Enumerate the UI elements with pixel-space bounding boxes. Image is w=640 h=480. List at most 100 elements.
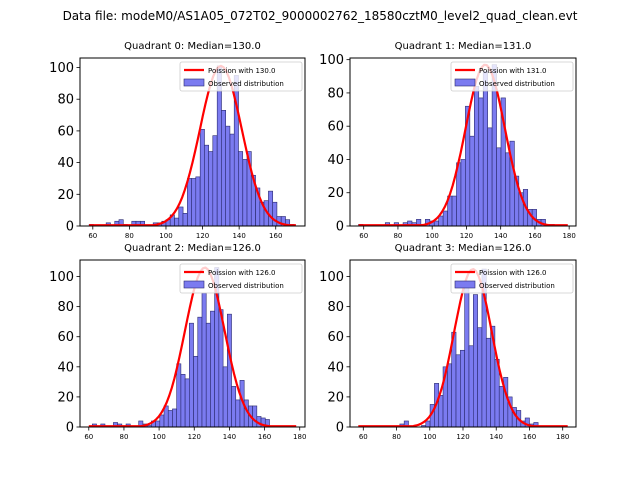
x-tick-label: 60 (359, 232, 368, 240)
axes-frame (79, 259, 306, 428)
legend-box (179, 263, 303, 294)
histogram-bar (238, 151, 244, 227)
panel-title: Quadrant 1: Median=131.0 (395, 41, 532, 52)
histogram-bar (460, 159, 466, 227)
histogram-bar (438, 395, 444, 428)
histogram-bar (189, 322, 194, 428)
histogram-bar (460, 349, 465, 428)
legend-bar-swatch (454, 280, 476, 289)
y-tick-label: 40 (57, 156, 74, 171)
quadrant-panel-0: Quadrant 0: Median=130.0 0 20 40 60 80 100 60 80… (49, 41, 306, 240)
histogram-bar (442, 210, 448, 227)
x-tick-label: 100 (159, 232, 172, 240)
legend-box (179, 61, 303, 92)
y-tick-label: 100 (319, 270, 344, 285)
y-tick-label: 0 (336, 220, 344, 235)
x-tick-label: 80 (125, 232, 134, 240)
x-tick-label: 100 (423, 433, 436, 441)
y-tick-label: 80 (327, 86, 344, 101)
legend-label-poisson: Poission with 130.0 (208, 67, 276, 75)
legend-bar-swatch (454, 78, 476, 87)
y-tick-label: 100 (319, 53, 344, 68)
histogram-bar (229, 133, 235, 227)
histogram-bar (455, 354, 461, 428)
histogram-bar (252, 405, 258, 428)
x-tick-label: 140 (494, 232, 507, 240)
x-tick-label: 120 (196, 232, 209, 240)
x-tick-label: 140 (490, 433, 503, 441)
histogram-bar (172, 408, 177, 428)
histogram-bar (178, 206, 184, 227)
histogram-bar (195, 176, 201, 227)
legend: Poission with 130.0 Observed distribution (179, 61, 303, 92)
histogram-bar (464, 282, 470, 428)
y-tick-label: 80 (327, 300, 344, 315)
x-tick-label: 60 (88, 232, 97, 240)
legend-bar-swatch (183, 280, 205, 289)
poisson-curve (88, 266, 297, 428)
y-tick-label: 40 (57, 360, 74, 375)
x-tick-label: 160 (269, 232, 282, 240)
histogram-bar (482, 71, 488, 227)
histogram-bar (477, 327, 483, 428)
legend-box (450, 263, 574, 294)
histogram-bar (155, 420, 161, 428)
histogram-bar (485, 337, 491, 428)
x-tick-label: 100 (425, 232, 438, 240)
y-tick-label: 0 (336, 421, 344, 436)
x-tick-label: 80 (392, 433, 401, 441)
histogram-bar (242, 159, 248, 227)
histogram-bar (473, 294, 478, 428)
legend: Poission with 126.0 Observed distribution (179, 263, 303, 294)
histogram-bar (167, 410, 173, 428)
y-tick-label: 100 (49, 61, 74, 76)
quadrant-panel-3: Quadrant 3: Median=126.0 0 20 40 60 80 100 60 80… (319, 243, 577, 441)
x-tick-label: 180 (556, 433, 569, 441)
histogram-bar (469, 135, 475, 227)
histogram-bar (208, 151, 214, 227)
histogram-bar (218, 309, 224, 428)
panel-title: Quadrant 3: Median=126.0 (395, 243, 532, 254)
x-tick-label: 140 (223, 433, 236, 441)
histogram-bar (498, 386, 504, 428)
y-tick-label: 20 (327, 390, 344, 405)
histogram-bar (433, 220, 439, 227)
histogram-bar (425, 420, 431, 428)
y-tick-label: 80 (57, 300, 74, 315)
histogram-bar (451, 195, 457, 227)
histogram-bar (478, 97, 484, 227)
x-tick-label: 140 (232, 232, 245, 240)
histogram-bar (225, 125, 231, 227)
histogram-bar (268, 190, 274, 227)
legend-label-poisson: Poission with 131.0 (479, 67, 547, 75)
y-tick-label: 60 (57, 330, 74, 345)
legend: Poission with 131.0 Observed distribution (450, 61, 574, 92)
histogram-bar (210, 310, 215, 428)
histogram-bar (184, 378, 190, 428)
quadrant-panel-1: Quadrant 1: Median=131.0 0 20 40 60 80 100 60 80… (319, 41, 577, 240)
histogram-bar (182, 213, 188, 227)
y-tick-label: 20 (57, 390, 74, 405)
y-tick-label: 60 (57, 124, 74, 139)
poisson-curve (89, 64, 296, 227)
histogram-bar (231, 386, 237, 428)
y-tick-label: 100 (49, 270, 74, 285)
legend-label-poisson: Poission with 126.0 (479, 269, 547, 277)
histogram-bar (174, 217, 180, 227)
axes-frame (79, 57, 306, 227)
x-tick-label: 80 (119, 433, 128, 441)
histogram-bar (191, 178, 197, 227)
x-tick-label: 180 (293, 433, 306, 441)
x-tick-label: 80 (393, 232, 402, 240)
y-tick-label: 60 (327, 330, 344, 345)
histogram-bar (197, 316, 203, 428)
y-tick-label: 60 (327, 120, 344, 135)
legend-label-observed: Observed distribution (208, 282, 284, 290)
histogram-bar (487, 127, 493, 227)
histogram-bar (235, 399, 241, 428)
histogram-bar (176, 363, 182, 428)
y-tick-label: 20 (327, 186, 344, 201)
y-tick-label: 40 (327, 360, 344, 375)
y-tick-label: 80 (57, 93, 74, 108)
